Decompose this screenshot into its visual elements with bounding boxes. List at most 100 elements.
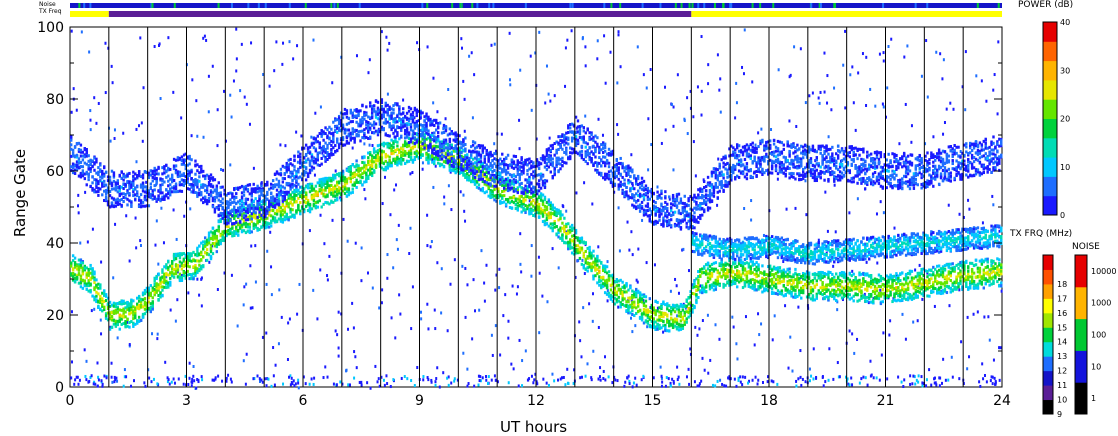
- echo-cell: [349, 170, 352, 174]
- echo-cell: [452, 149, 455, 153]
- echo-cell: [355, 185, 358, 189]
- clutter-cell: [911, 382, 914, 386]
- echo-cell: [561, 226, 564, 230]
- echo-cell: [203, 236, 207, 240]
- clutter-cell: [584, 374, 587, 378]
- scatter-cell: [794, 206, 797, 210]
- echo-cell: [345, 177, 349, 181]
- echo-cell: [295, 210, 298, 214]
- echo-cell: [549, 222, 552, 226]
- echo-cell: [770, 287, 774, 291]
- scatter-cell: [895, 273, 898, 277]
- scatter-cell: [270, 293, 273, 297]
- echo-cell: [704, 269, 708, 273]
- echo-cell: [850, 274, 853, 278]
- echo-cell: [289, 215, 292, 219]
- scatter-cell: [95, 121, 98, 125]
- echo-cell: [215, 250, 219, 254]
- echo-cell: [184, 260, 187, 264]
- scatter-cell: [842, 63, 845, 67]
- echo-cell: [557, 211, 560, 215]
- echo-cell: [409, 155, 413, 159]
- scatter-cell: [751, 80, 754, 84]
- echo-cell: [217, 242, 220, 246]
- echo-cell: [514, 207, 518, 211]
- echo-cell: [603, 270, 607, 274]
- clutter-cell: [678, 382, 681, 386]
- echo-cell: [850, 282, 853, 286]
- echo-cell: [681, 304, 685, 308]
- scatter-cell: [220, 168, 223, 172]
- echo-cell: [322, 188, 325, 192]
- clutter-cell: [597, 377, 600, 381]
- echo-cell: [823, 291, 826, 295]
- echo-cell: [297, 196, 300, 200]
- echo-cell: [205, 252, 209, 256]
- scatter-cell: [541, 294, 544, 298]
- clutter-cell: [634, 376, 637, 380]
- echo-cell: [433, 144, 436, 148]
- clutter-cell: [837, 375, 840, 379]
- echo-cell: [137, 315, 141, 319]
- clutter-cell: [800, 383, 803, 387]
- scatter-cell: [993, 73, 996, 77]
- echo-cell: [836, 276, 840, 280]
- echo-cell: [825, 283, 828, 287]
- echo-cell: [565, 225, 568, 229]
- clutter-cell: [427, 378, 430, 382]
- scatter-cell: [998, 346, 1001, 350]
- clutter-cell: [795, 384, 798, 388]
- echo-cell: [831, 279, 834, 283]
- echo-cell: [314, 184, 318, 188]
- echo-cell: [161, 288, 164, 292]
- echo-cell: [819, 286, 822, 290]
- echo-cell: [580, 262, 584, 266]
- echo-cell: [563, 230, 566, 234]
- echo-cell: [662, 315, 665, 319]
- echo-cell: [704, 263, 708, 267]
- echo-cell: [79, 263, 83, 267]
- echo-cell: [118, 327, 121, 331]
- echo-cell: [252, 222, 255, 226]
- scatter-cell: [183, 214, 186, 218]
- echo-cell: [532, 204, 535, 208]
- echo-cell: [510, 196, 514, 200]
- echo-cell: [355, 178, 358, 182]
- scatter-cell: [433, 308, 436, 312]
- echo-cell: [815, 283, 818, 287]
- clutter-cell: [812, 377, 815, 381]
- echo-cell: [357, 174, 360, 178]
- echo-cell: [786, 272, 789, 276]
- echo-cell: [726, 262, 729, 266]
- echo-cell: [367, 176, 370, 180]
- clutter-cell: [308, 382, 311, 386]
- echo-cell: [755, 265, 758, 269]
- echo-cell: [549, 212, 552, 216]
- clutter-cell: [804, 380, 807, 384]
- echo-cell: [761, 264, 764, 268]
- scatter-cell: [942, 357, 945, 361]
- echo-cell: [836, 294, 840, 298]
- echo-cell: [543, 219, 547, 223]
- echo-cell: [559, 210, 562, 214]
- scatter-cell: [235, 69, 238, 73]
- echo-cell: [398, 159, 401, 163]
- echo-cell: [675, 307, 679, 311]
- echo-cell: [695, 277, 698, 281]
- echo-cell: [147, 289, 151, 293]
- echo-cell: [706, 262, 710, 266]
- echo-cell: [512, 186, 516, 190]
- echo-cell: [468, 176, 471, 180]
- echo-cell: [180, 278, 184, 282]
- scatter-cell: [536, 158, 539, 162]
- scatter-cell: [97, 101, 100, 105]
- echo-cell: [633, 295, 636, 299]
- echo-cell: [602, 275, 605, 279]
- echo-cell: [369, 153, 372, 157]
- scatter-cell: [312, 288, 315, 292]
- echo-cell: [137, 306, 141, 310]
- scatter-cell: [116, 336, 119, 340]
- echo-cell: [819, 278, 822, 282]
- echo-cell: [91, 272, 94, 276]
- echo-cell: [710, 283, 714, 287]
